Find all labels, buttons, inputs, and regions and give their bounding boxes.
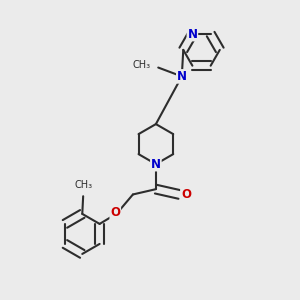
Text: O: O xyxy=(181,188,191,201)
Text: O: O xyxy=(110,206,120,219)
Text: CH₃: CH₃ xyxy=(133,60,151,70)
Text: N: N xyxy=(177,70,187,83)
Text: CH₃: CH₃ xyxy=(74,180,92,190)
Text: N: N xyxy=(151,158,161,171)
Text: N: N xyxy=(188,28,197,40)
